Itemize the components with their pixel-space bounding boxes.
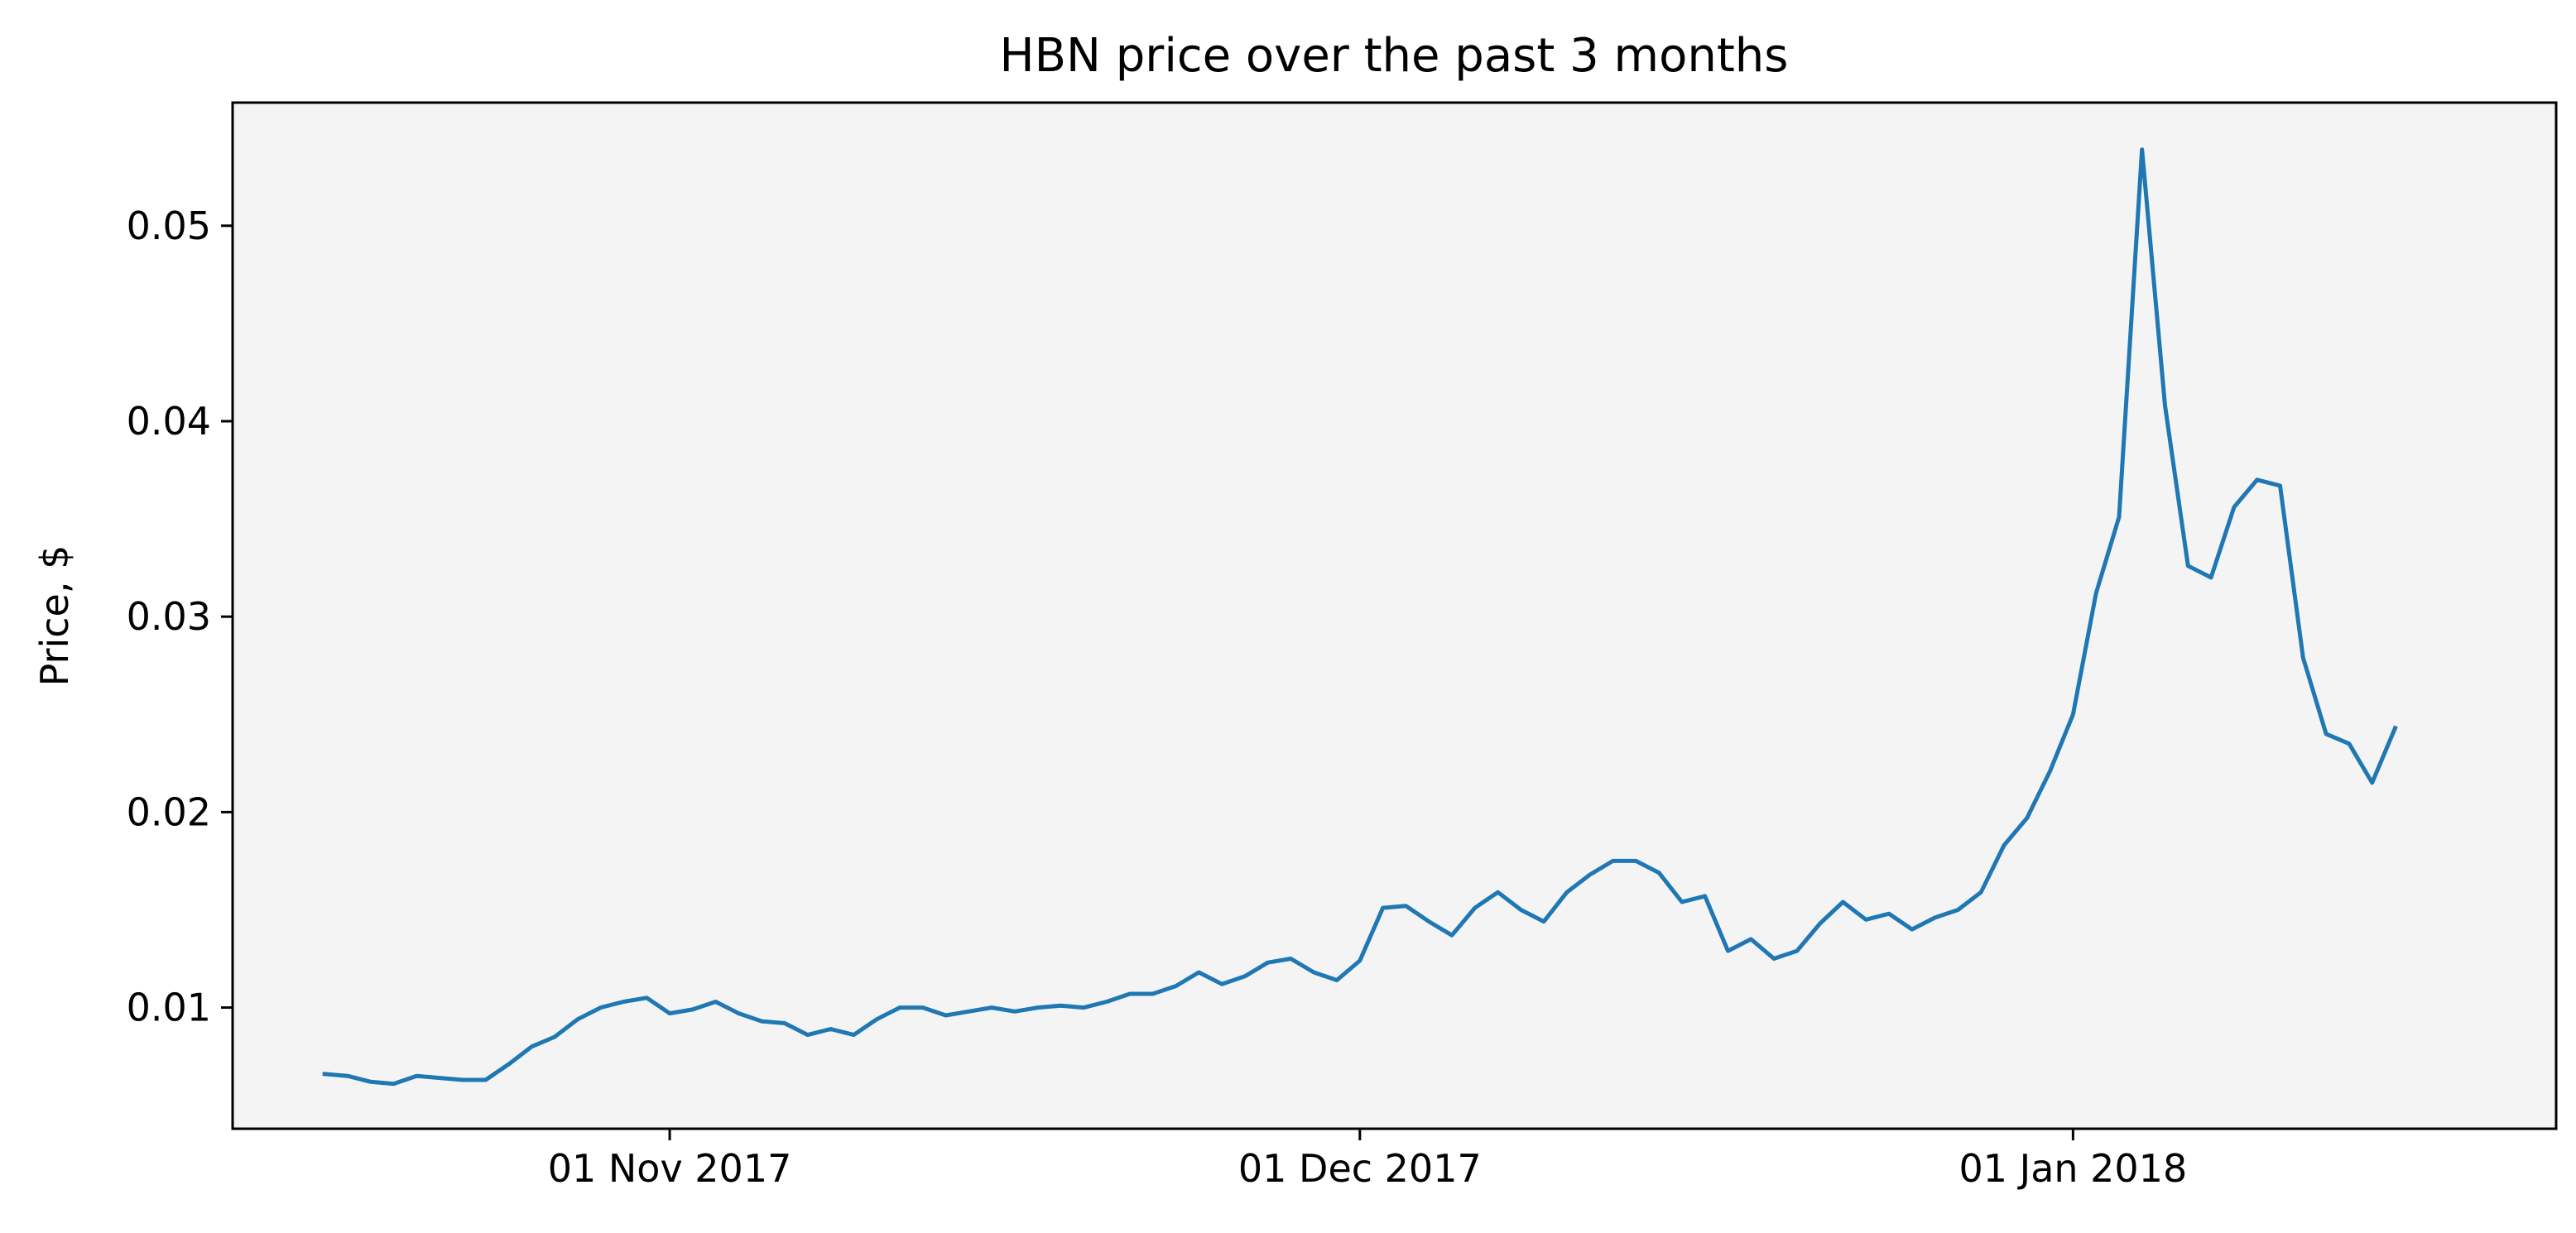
series-group [322,147,2398,1087]
x-tick-label: 01 Dec 2017 [1238,1146,1482,1191]
y-axis-label: Price, $ [32,545,77,687]
plot-background [233,103,2556,1129]
price-series-line [322,147,2398,1087]
y-tick-label: 0.01 [127,986,211,1030]
y-tick-label: 0.04 [127,399,211,444]
x-tick-label: 01 Jan 2018 [1958,1146,2187,1191]
y-tick-label: 0.03 [127,594,211,639]
plot-frame [231,101,2558,1130]
x-tick-label: 01 Nov 2017 [548,1146,792,1191]
y-tick-label: 0.05 [127,204,211,248]
axis-ticks: 01 Nov 2017 01 Dec 2017 01 Jan 2018 0.01 0.0… [127,204,2188,1191]
chart-title: HBN price over the past 3 months [1000,29,1789,83]
y-tick-label: 0.02 [127,789,211,834]
